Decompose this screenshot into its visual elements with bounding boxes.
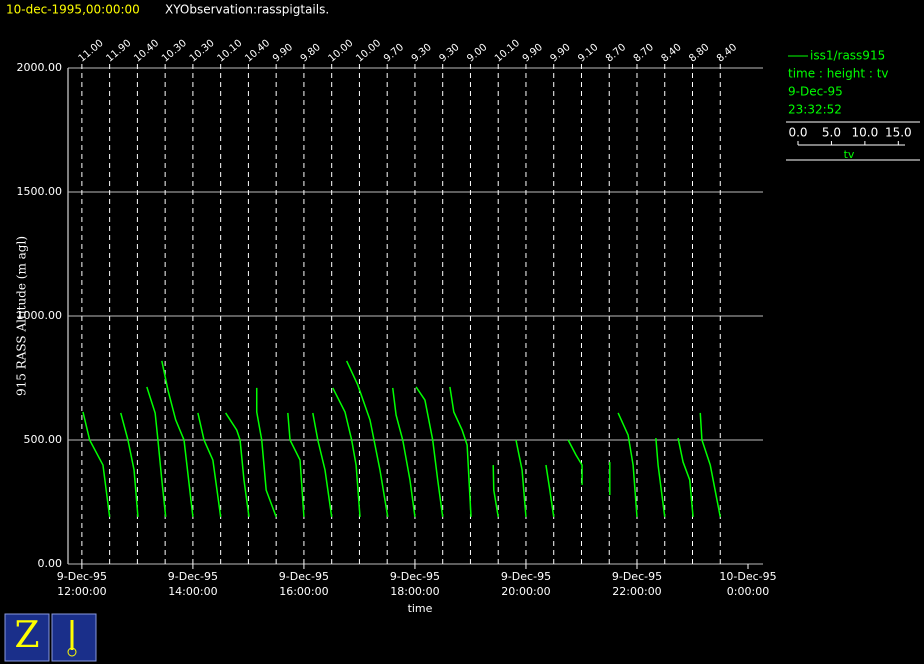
profile-label: 10.40 <box>243 38 272 65</box>
profile-label: 9.00 <box>465 42 489 65</box>
pigtail <box>677 437 694 517</box>
profile-label: 9.90 <box>549 42 573 65</box>
zoom-glyph: Z <box>14 615 39 656</box>
pigtail <box>545 464 555 517</box>
x-tick-label: 20:00:00 <box>501 585 550 598</box>
tv-tick-label: 5.0 <box>822 126 841 140</box>
legend-name: iss1/rass915 <box>810 49 885 63</box>
y-tick-label: 0.00 <box>38 557 63 570</box>
profile-label: 10.00 <box>326 38 355 65</box>
profile-label: 10.10 <box>215 38 244 65</box>
pigtail <box>161 360 194 517</box>
profile-label: 10.30 <box>160 38 189 65</box>
pigtail <box>287 412 305 517</box>
pigtail <box>332 387 361 517</box>
y-tick-label: 1000.00 <box>17 309 63 322</box>
header-title: XYObservation:rasspigtails. <box>165 3 329 17</box>
profile-label: 8.40 <box>715 42 739 65</box>
x-tick-label: 0:00:00 <box>727 585 769 598</box>
pigtail <box>515 439 527 517</box>
profile-label: 8.70 <box>604 42 628 65</box>
x-tick-label: 22:00:00 <box>612 585 661 598</box>
pigtail <box>312 412 333 517</box>
y-tick-label: 2000.00 <box>17 61 63 74</box>
profile-label: 8.70 <box>632 42 656 65</box>
profile-label: 9.80 <box>299 42 323 65</box>
pigtail <box>449 386 472 517</box>
x-tick-label: 9-Dec-95 <box>279 570 329 583</box>
header-date: 10-dec-1995,00:00:00 <box>6 3 140 17</box>
pigtail <box>492 465 499 518</box>
y-axis-label: 915 RASS Altitude (m agl) <box>15 236 29 396</box>
profile-label: 8.80 <box>687 42 711 65</box>
y-tick-label: 1500.00 <box>17 185 63 198</box>
thermometer-icon[interactable] <box>51 613 97 662</box>
legend-date: 9-Dec-95 <box>788 85 843 99</box>
pigtail <box>82 411 111 517</box>
profile-label: 9.90 <box>521 42 545 65</box>
pigtail <box>225 412 250 517</box>
profile-label: 9.90 <box>271 42 295 65</box>
pigtail <box>197 412 222 517</box>
x-tick-label: 12:00:00 <box>57 585 106 598</box>
tv-tick-label: 0.0 <box>788 126 807 140</box>
profile-label: 11.90 <box>104 38 133 65</box>
x-tick-label: 10-Dec-95 <box>719 570 776 583</box>
profile-label: 8.40 <box>660 42 684 65</box>
zoom-icon[interactable] <box>4 613 50 662</box>
x-tick-label: 18:00:00 <box>390 585 439 598</box>
thermometer-bulb <box>67 647 77 657</box>
pigtail <box>415 386 444 517</box>
legend-time: 23:32:52 <box>788 103 842 117</box>
pigtail <box>617 412 638 517</box>
x-tick-label: 9-Dec-95 <box>57 570 107 583</box>
pigtail <box>699 412 721 518</box>
legend-fields: time : height : tv <box>788 67 889 81</box>
profile-label: 10.00 <box>354 38 383 65</box>
profile-label: 9.30 <box>437 42 461 65</box>
pigtail <box>120 412 139 517</box>
x-tick-label: 9-Dec-95 <box>168 570 218 583</box>
pigtail <box>391 387 416 517</box>
profile-label: 9.10 <box>576 42 600 65</box>
x-tick-label: 9-Dec-95 <box>612 570 662 583</box>
profile-label: 9.30 <box>410 42 434 65</box>
y-tick-label: 500.00 <box>24 433 63 446</box>
pigtail <box>345 360 389 518</box>
pigtail <box>255 387 277 518</box>
x-tick-label: 14:00:00 <box>168 585 217 598</box>
profile-label: 10.30 <box>188 38 217 65</box>
tv-label: tv <box>844 148 855 161</box>
x-tick-label: 9-Dec-95 <box>390 570 440 583</box>
profile-label: 11.00 <box>77 38 106 65</box>
pigtail <box>567 439 583 485</box>
profile-label: 9.70 <box>382 42 406 65</box>
x-axis-label: time <box>408 602 433 615</box>
pigtail <box>655 437 666 517</box>
profile-label: 10.10 <box>493 38 522 65</box>
x-tick-label: 9-Dec-95 <box>501 570 551 583</box>
x-tick-label: 16:00:00 <box>279 585 328 598</box>
profile-label: 10.40 <box>132 38 161 65</box>
tv-tick-label: 10.0 <box>852 126 879 140</box>
pigtail <box>146 386 167 517</box>
tv-tick-label: 15.0 <box>885 126 912 140</box>
